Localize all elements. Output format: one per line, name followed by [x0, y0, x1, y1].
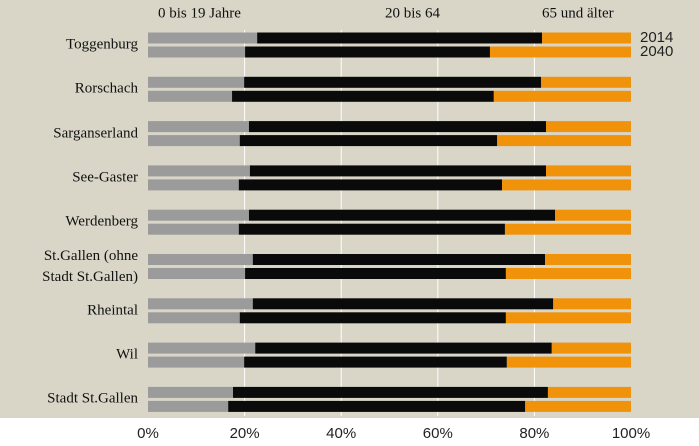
bar-segment — [239, 135, 498, 147]
category-label: Rheintal — [87, 302, 138, 319]
bar-segment — [505, 312, 631, 324]
bar-segment — [148, 312, 240, 324]
bar-segment — [244, 76, 542, 88]
x-tick-label: 0% — [137, 425, 159, 442]
bar-segment — [148, 254, 253, 265]
bar-segment — [148, 356, 245, 368]
bar-segment — [252, 298, 554, 310]
category-label: Toggenburg — [66, 36, 138, 53]
bar-segment — [148, 179, 239, 191]
bar-segment — [504, 223, 631, 235]
bar-segment — [148, 209, 249, 221]
category-label: Rorschach — [74, 80, 138, 97]
bar-segment — [148, 46, 246, 58]
bar-segment — [245, 268, 506, 279]
bar-segment — [148, 342, 256, 354]
category-label: St.Gallen (ohne Stadt St.Gallen) — [42, 247, 138, 285]
bar-segment — [148, 268, 246, 279]
bar-segment — [255, 342, 552, 354]
bar-segment — [506, 356, 631, 368]
category-label: Sarganserland — [53, 125, 138, 142]
bar-segment — [148, 121, 249, 133]
bar-segment — [238, 223, 505, 235]
bar-segment — [248, 209, 556, 221]
category-label: Werdenberg — [65, 213, 138, 230]
bar-segment — [148, 76, 245, 88]
bar-segment — [244, 356, 507, 368]
bar-segment — [228, 400, 526, 412]
bar-segment — [497, 135, 631, 147]
bar-segment — [148, 223, 239, 235]
bar-year-label: 2014 — [640, 29, 673, 46]
bar-segment — [525, 400, 631, 412]
bar-segment — [502, 179, 631, 191]
bar-segment — [148, 165, 250, 177]
bar-segment — [148, 135, 240, 147]
bar-segment — [232, 90, 494, 102]
x-tick-label: 60% — [423, 425, 453, 442]
category-label: Stadt St.Gallen — [47, 390, 138, 407]
x-tick-label: 80% — [519, 425, 549, 442]
bar-segment — [545, 165, 631, 177]
bar-segment — [541, 76, 631, 88]
bar-segment — [252, 254, 546, 265]
bar-segment — [245, 46, 490, 58]
bar-segment — [148, 90, 233, 102]
bar-segment — [545, 254, 631, 265]
bar-segment — [249, 165, 546, 177]
bar-segment — [545, 121, 631, 133]
bar-segment — [248, 121, 546, 133]
bar-segment — [257, 32, 543, 44]
bar-segment — [555, 209, 631, 221]
bar-segment — [148, 32, 258, 44]
category-label: See-Gaster — [72, 169, 138, 186]
legend-label: 65 und älter — [542, 5, 614, 21]
bar-segment — [148, 400, 229, 412]
bar-segment — [551, 342, 631, 354]
bar-segment — [542, 32, 631, 44]
bar-segment — [553, 298, 631, 310]
bar-segment — [148, 298, 253, 310]
legend-label: 20 bis 64 — [385, 5, 441, 21]
bar-segment — [148, 386, 234, 398]
bar-segment — [493, 90, 631, 102]
bar-segment — [489, 46, 631, 58]
bar-segment — [239, 312, 506, 324]
bar-segment — [238, 179, 503, 191]
bar-segment — [233, 386, 548, 398]
bar-segment — [505, 268, 631, 279]
x-tick-label: 40% — [326, 425, 356, 442]
category-label: Wil — [116, 346, 138, 363]
bar-year-label: 2040 — [640, 43, 673, 60]
x-tick-label: 100% — [612, 425, 650, 442]
x-tick-label: 20% — [230, 425, 260, 442]
bar-segment — [547, 386, 631, 398]
legend-label: 0 bis 19 Jahre — [158, 5, 241, 21]
